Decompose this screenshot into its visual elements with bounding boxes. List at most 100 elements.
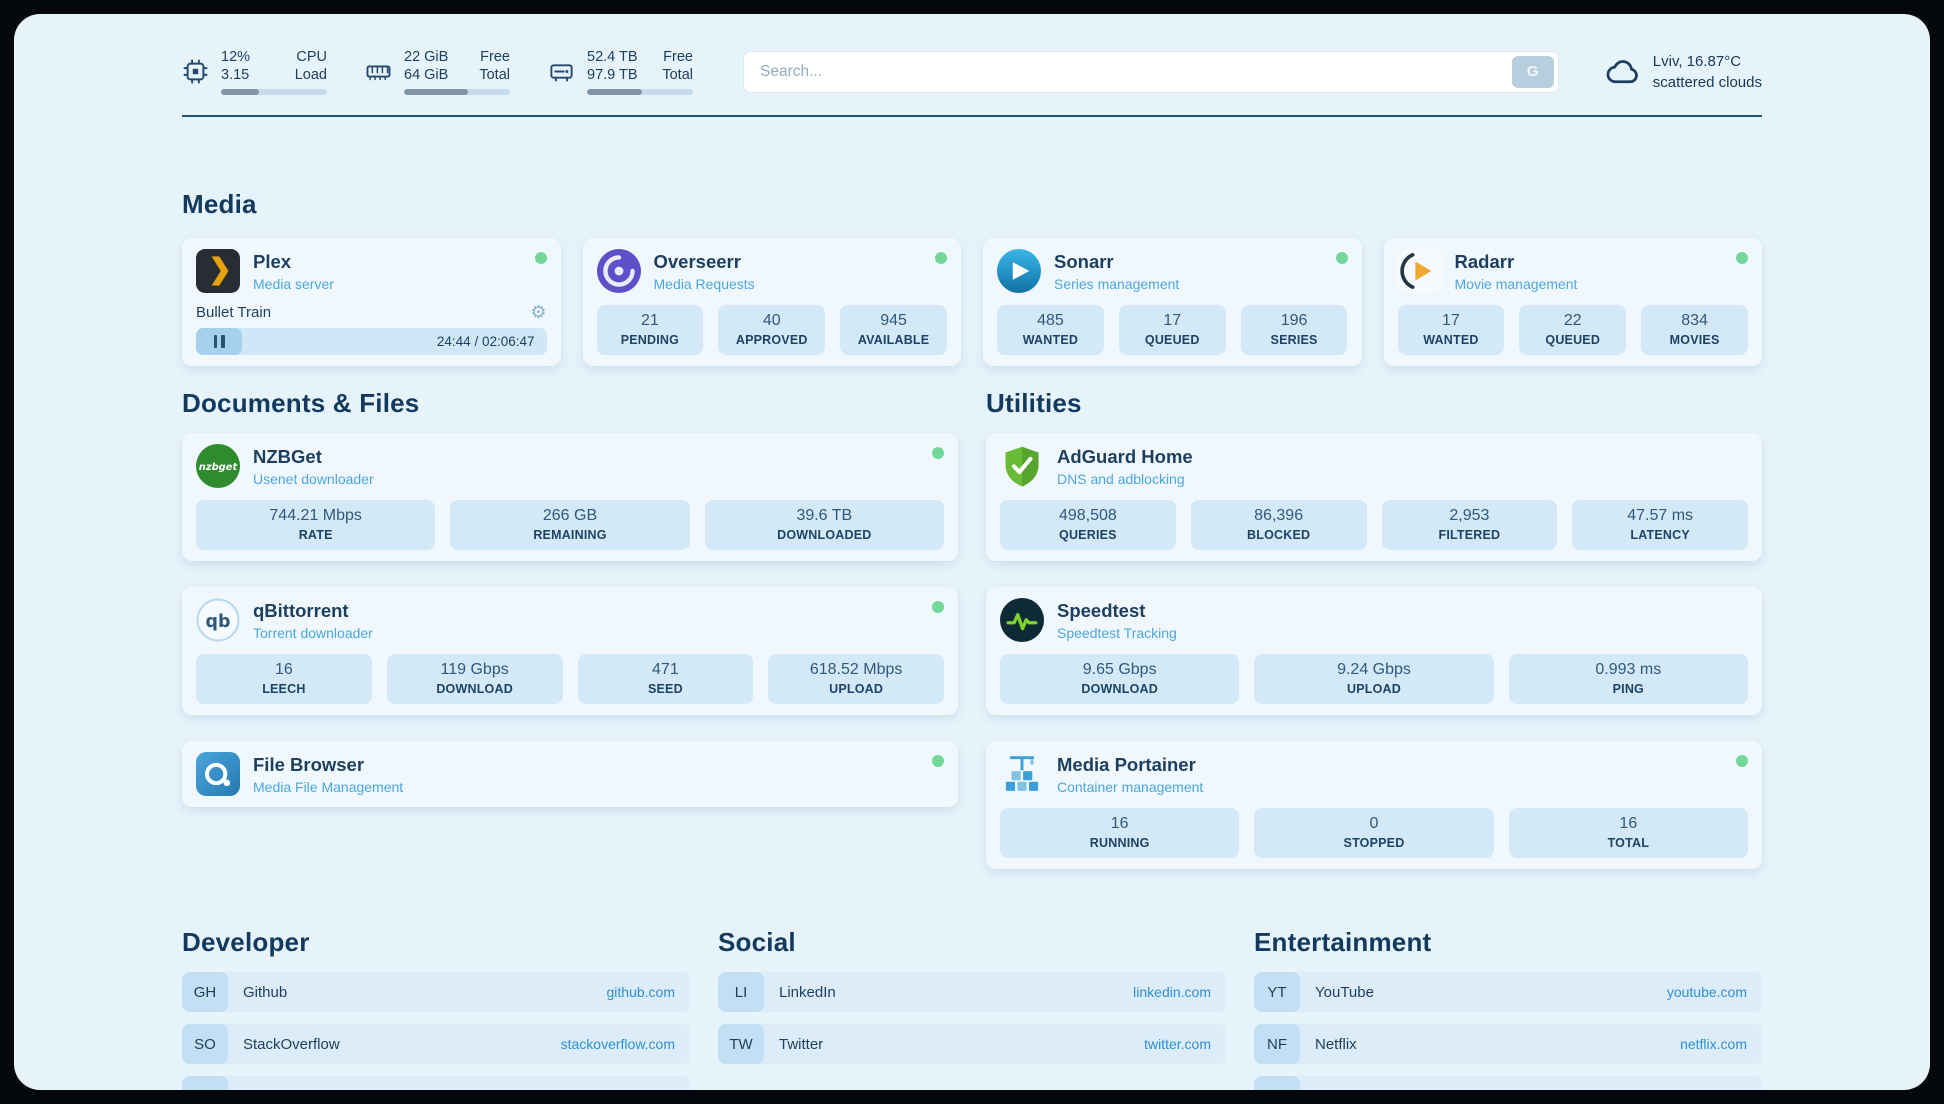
stat-approved: 40 APPROVED xyxy=(718,305,826,356)
media-cards: Plex Media server Bullet Train ⚙ 24:44 / 02:… xyxy=(182,238,1762,367)
ram-icon xyxy=(365,58,392,85)
bookmark-youtube[interactable]: YT YouTube youtube.com xyxy=(1254,972,1762,1013)
stat-value: 2,953 xyxy=(1449,507,1490,525)
documents-cards: nzbget NZBGet Usenet downloader 744.21 Mbps… xyxy=(182,433,958,808)
stat-wanted: 485 WANTED xyxy=(997,305,1104,356)
bookmark-linkedin[interactable]: LI LinkedIn linkedin.com xyxy=(718,972,1226,1013)
stat-latency: 47.57 ms LATENCY xyxy=(1572,500,1748,551)
disk-monitor: 52.4 TB 97.9 TB Free Total xyxy=(548,48,693,96)
stat-label: FILTERED xyxy=(1438,528,1501,543)
app-subtitle: Series management xyxy=(1054,275,1180,292)
pause-icon[interactable] xyxy=(213,335,225,349)
plex-card[interactable]: Plex Media server Bullet Train ⚙ 24:44 / 02:… xyxy=(182,238,561,367)
disk-icon xyxy=(548,58,575,85)
bookmark-dev[interactable]: DT DEV dev.to xyxy=(182,1076,690,1090)
disk-label-bottom: Total xyxy=(662,67,693,84)
stat-value: 498,508 xyxy=(1058,507,1117,525)
two-column-area: Documents & Files nzbget NZBGet Usenet dow… xyxy=(182,388,1762,870)
bookmark-name: LinkedIn xyxy=(779,983,836,1001)
sonarr-card[interactable]: Sonarr Series management 485 WANTED 17 QUEUED… xyxy=(983,238,1362,367)
qbittorrent-card[interactable]: qb qBittorrent Torrent downloader 16 LEECH 11… xyxy=(182,587,958,716)
stat-label: REMAINING xyxy=(533,528,607,543)
bookmark-url[interactable]: github.com xyxy=(606,984,675,1001)
bookmark-name: DEV xyxy=(243,1088,274,1090)
search-provider-button[interactable]: G xyxy=(1511,55,1554,88)
topbar: 12% 3.15 CPU Load 22 GiB 64 GiB Free Total 52.4 … xyxy=(182,48,1762,96)
app-name: Media Portainer xyxy=(1057,753,1196,775)
stat-label: QUERIES xyxy=(1059,528,1117,543)
cloud-icon xyxy=(1605,54,1641,90)
bookmark-netflix[interactable]: NF Netflix netflix.com xyxy=(1254,1024,1762,1065)
stat-pending: 21 PENDING xyxy=(596,305,704,356)
radarr-card[interactable]: Radarr Movie management 17 WANTED 22 QUEUED 83… xyxy=(1383,238,1762,367)
bookmark-reddit[interactable]: RE Reddit reddit.com xyxy=(1254,1076,1762,1090)
stat-movies: 834 MOVIES xyxy=(1641,305,1748,356)
stat-value: 16 xyxy=(274,661,293,679)
ram-progressbar xyxy=(404,89,510,96)
stat-wanted: 17 WANTED xyxy=(1397,305,1505,356)
bookmark-name: Reddit xyxy=(1315,1088,1358,1090)
stat-value: 945 xyxy=(880,312,907,330)
cpu-labels: CPU Load xyxy=(295,48,327,84)
search-bar: G xyxy=(743,50,1559,93)
filebrowser-icon xyxy=(196,752,240,797)
playback-progressbar[interactable]: 24:44 / 02:06:47 xyxy=(196,328,547,356)
portainer-card[interactable]: Media Portainer Container management 16 RUN… xyxy=(986,741,1762,870)
speedtest-icon xyxy=(1000,598,1044,643)
bookmark-github[interactable]: GH Github github.com xyxy=(182,972,690,1013)
bookmark-url[interactable]: reddit.com xyxy=(1682,1088,1747,1090)
app-name: File Browser xyxy=(253,753,365,775)
speedtest-card[interactable]: Speedtest Speedtest Tracking 9.65 Gbps DOWN… xyxy=(986,587,1762,716)
dashboard-panel: 12% 3.15 CPU Load 22 GiB 64 GiB Free Total 52.4 … xyxy=(14,14,1930,1090)
cpu-value-top: 12% xyxy=(221,49,251,65)
bookmark-url[interactable]: linkedin.com xyxy=(1133,984,1211,1001)
playback-time: 24:44 / 02:06:47 xyxy=(436,334,535,350)
system-monitors: 12% 3.15 CPU Load 22 GiB 64 GiB Free Total 52.4 … xyxy=(182,48,693,96)
app-subtitle: Movie management xyxy=(1454,275,1578,292)
bookmark-abbr: DT xyxy=(182,1076,228,1090)
section-utilities: Utilities AdGuard Home DNS and adblocking… xyxy=(986,388,1762,870)
stat-queued: 17 QUEUED xyxy=(1118,305,1226,356)
stat-value: 744.21 Mbps xyxy=(269,507,362,525)
stat-seed: 471 SEED xyxy=(577,654,754,705)
app-name: Radarr xyxy=(1454,250,1515,272)
ram-label-top: Free xyxy=(480,49,510,65)
section-title-utilities: Utilities xyxy=(986,388,1082,419)
filebrowser-card[interactable]: File Browser Media File Management xyxy=(182,741,958,808)
bookmark-url[interactable]: dev.to xyxy=(638,1088,675,1090)
weather-condition: scattered clouds xyxy=(1652,73,1762,91)
stat-label: TOTAL xyxy=(1607,836,1650,851)
stat-value: 17 xyxy=(1442,312,1460,330)
overseerr-card[interactable]: Overseerr Media Requests 21 PENDING 40 APPROV… xyxy=(582,238,961,367)
bookmark-stackoverflow[interactable]: SO StackOverflow stackoverflow.com xyxy=(182,1024,690,1065)
bookmark-name: YouTube xyxy=(1315,983,1374,1001)
search-input[interactable] xyxy=(743,50,1559,93)
nzbget-card[interactable]: nzbget NZBGet Usenet downloader 744.21 Mbps… xyxy=(182,433,958,562)
stat-label: DOWNLOAD xyxy=(1081,682,1158,697)
bookmark-abbr: YT xyxy=(1254,972,1300,1013)
bookmark-url[interactable]: netflix.com xyxy=(1680,1036,1747,1053)
stat-label: UPLOAD xyxy=(829,682,884,697)
disk-value-top: 52.4 TB xyxy=(587,49,638,65)
svg-text:nzbget: nzbget xyxy=(199,462,239,473)
bookmark-url[interactable]: stackoverflow.com xyxy=(560,1036,675,1053)
app-name: Overseerr xyxy=(653,250,741,272)
ram-labels: Free Total xyxy=(479,48,510,84)
stat-queries: 498,508 QUERIES xyxy=(1000,500,1176,551)
gear-icon[interactable]: ⚙ xyxy=(530,302,547,323)
ram-value-top: 22 GiB xyxy=(404,49,449,65)
bookmark-name: Twitter xyxy=(779,1035,824,1053)
bookmark-twitter[interactable]: TW Twitter twitter.com xyxy=(718,1024,1226,1065)
stat-upload: 9.24 Gbps UPLOAD xyxy=(1254,654,1494,705)
stat-label: DOWNLOADED xyxy=(777,528,872,543)
bookmark-group-developer: Developer GH Github github.com SO StackOverfl… xyxy=(182,927,690,1090)
topbar-divider xyxy=(182,115,1762,118)
cpu-label-bottom: Load xyxy=(294,67,327,84)
app-name: Sonarr xyxy=(1054,250,1114,272)
adguard-card[interactable]: AdGuard Home DNS and adblocking 498,508 QUE… xyxy=(986,433,1762,562)
stat-value: 21 xyxy=(641,312,659,330)
bookmark-url[interactable]: youtube.com xyxy=(1666,984,1747,1001)
bookmark-url[interactable]: twitter.com xyxy=(1144,1036,1211,1053)
stat-label: SERIES xyxy=(1270,333,1318,348)
